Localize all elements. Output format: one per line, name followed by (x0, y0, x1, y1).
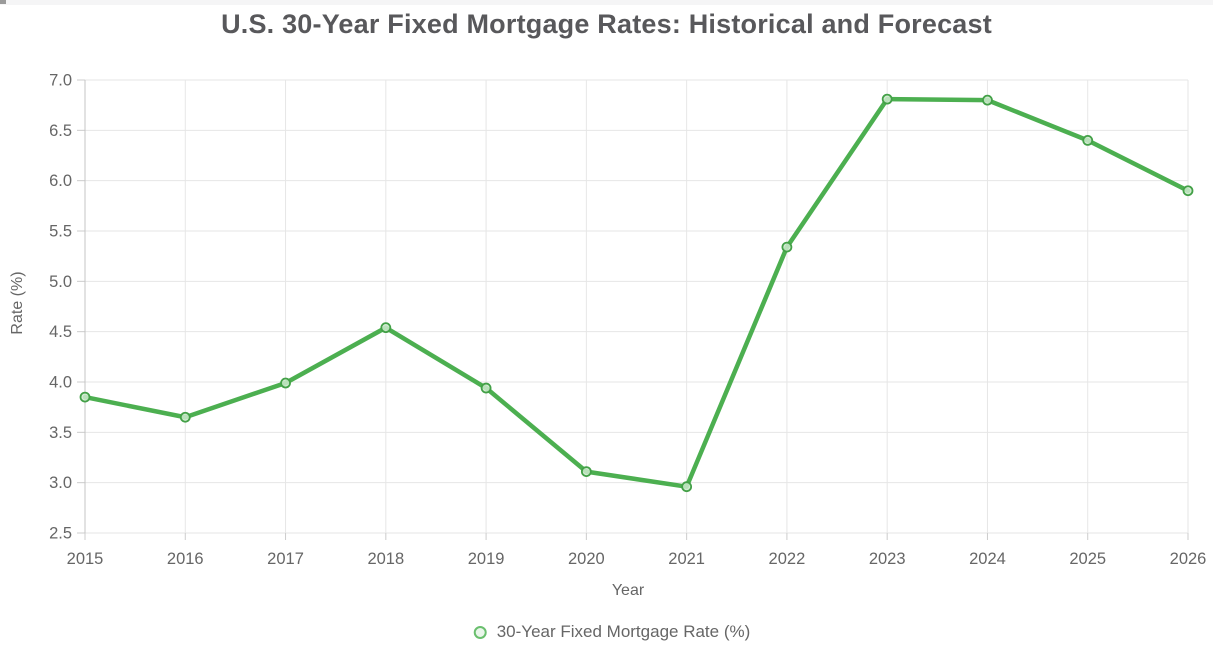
svg-text:6.0: 6.0 (49, 172, 72, 190)
legend-marker-icon (473, 625, 487, 639)
svg-text:5.5: 5.5 (49, 223, 72, 241)
svg-text:3.5: 3.5 (49, 424, 72, 442)
x-axis-title: Year (611, 582, 645, 599)
svg-text:2015: 2015 (67, 550, 104, 568)
svg-text:2017: 2017 (267, 550, 304, 568)
corner-notch (0, 0, 6, 4)
legend-item[interactable]: 30-Year Fixed Mortgage Rate (%) (473, 622, 751, 642)
svg-text:2021: 2021 (668, 550, 705, 568)
svg-text:3.0: 3.0 (49, 474, 72, 492)
top-edge-strip (0, 0, 1213, 5)
svg-text:7.0: 7.0 (49, 72, 72, 90)
svg-text:2024: 2024 (969, 550, 1006, 568)
chart-title: U.S. 30-Year Fixed Mortgage Rates: Histo… (221, 9, 992, 39)
svg-text:5.0: 5.0 (49, 273, 72, 291)
svg-text:4.0: 4.0 (49, 374, 72, 392)
svg-text:2022: 2022 (769, 550, 806, 568)
svg-text:2.5: 2.5 (49, 525, 72, 543)
svg-text:6.5: 6.5 (49, 122, 72, 140)
svg-text:2016: 2016 (167, 550, 204, 568)
svg-text:2025: 2025 (1069, 550, 1106, 568)
svg-text:2019: 2019 (468, 550, 505, 568)
svg-text:2018: 2018 (367, 550, 404, 568)
svg-text:4.5: 4.5 (49, 323, 72, 341)
legend-label: 30-Year Fixed Mortgage Rate (%) (496, 622, 751, 641)
svg-text:2023: 2023 (869, 550, 906, 568)
svg-text:2026: 2026 (1170, 550, 1207, 568)
svg-text:2020: 2020 (568, 550, 605, 568)
